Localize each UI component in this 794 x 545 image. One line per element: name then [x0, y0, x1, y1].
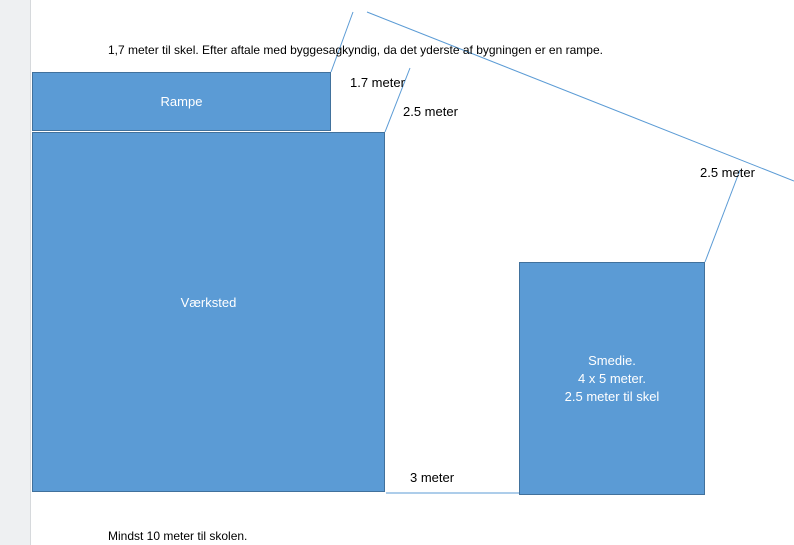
vaerksted-distance-line [384, 67, 411, 133]
rampe-label: Rampe [160, 93, 203, 109]
smedie-label-line-2: 4 x 5 meter. [578, 370, 646, 386]
smedie-label-line-1: Smedie. [588, 352, 636, 368]
vaerksted-label: Værksted [180, 295, 237, 310]
smedie-distance-line [704, 169, 741, 263]
building-gap-label: 3 meter [410, 470, 455, 485]
smedie-building: Smedie. 4 x 5 meter. 2.5 meter til skel [519, 262, 705, 495]
boundary-note: 1,7 meter til skel. Efter aftale med byg… [108, 43, 603, 57]
smedie-label-line-3: 2.5 meter til skel [564, 388, 660, 404]
vaerksted-distance-label: 2.5 meter [403, 104, 458, 119]
school-distance-note: Mindst 10 meter til skolen. [108, 529, 248, 543]
rampe-distance-line [330, 11, 354, 73]
smedie-distance-label: 2.5 meter [700, 165, 755, 180]
rampe-building: Rampe [32, 72, 331, 131]
vaerksted-building: Værksted [32, 132, 385, 492]
property-boundary-line [366, 11, 794, 182]
page-margin [0, 0, 31, 545]
rampe-distance-label: 1.7 meter [350, 75, 405, 90]
